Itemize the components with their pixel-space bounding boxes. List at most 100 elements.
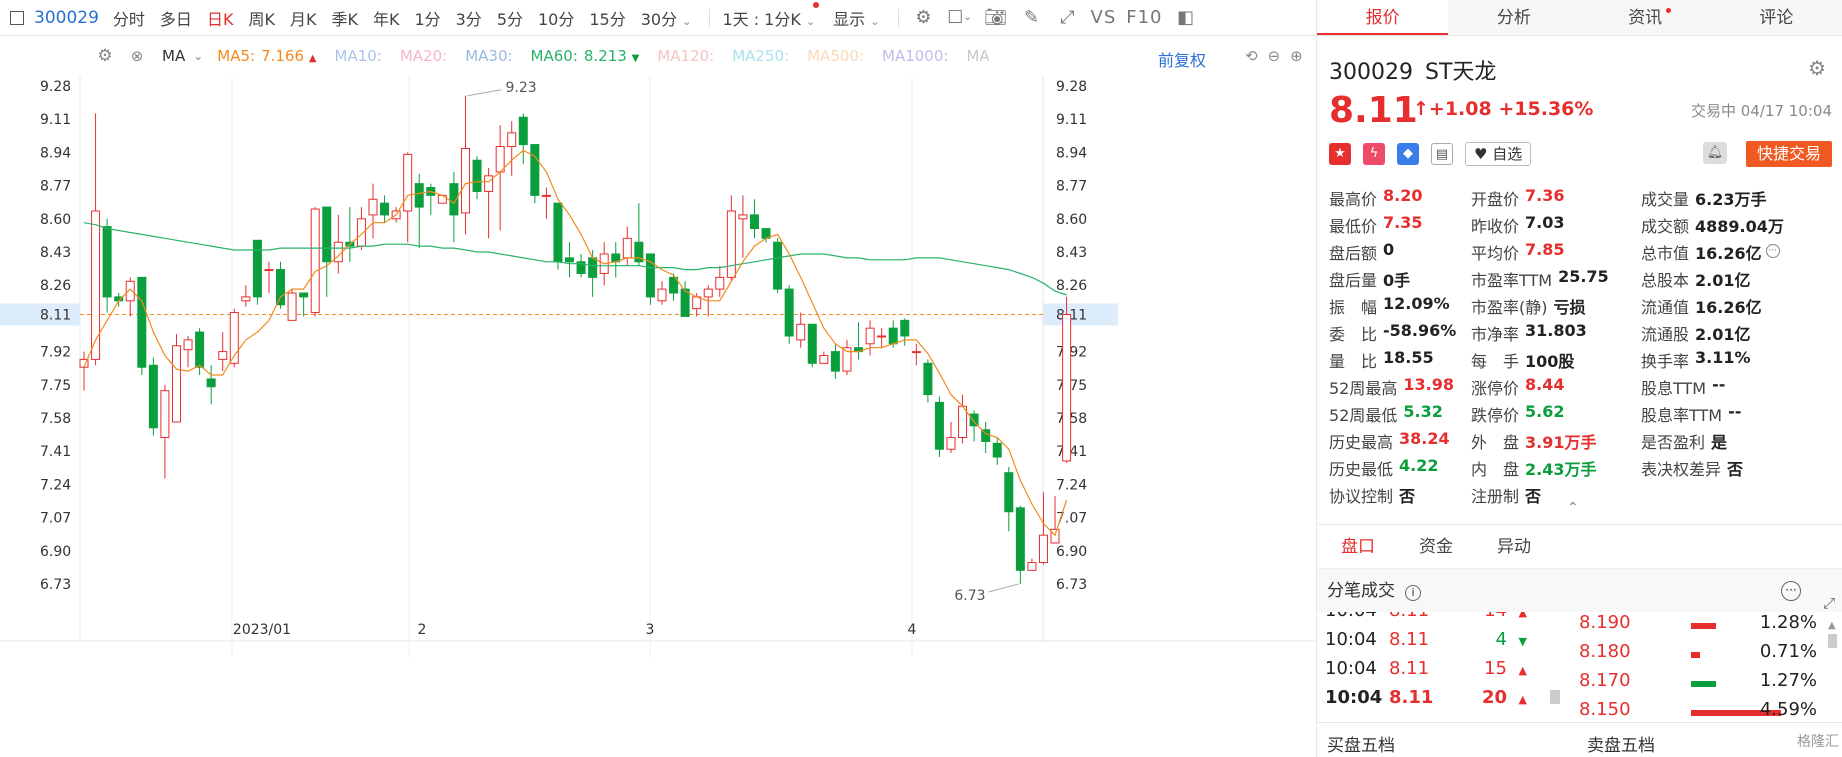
- y-tick-left: 9.11: [40, 112, 71, 128]
- display-dropdown[interactable]: 显示 ⌄: [833, 9, 880, 29]
- fullscreen-icon[interactable]: ⤢: [1060, 7, 1075, 28]
- ma-selector[interactable]: MA: [162, 47, 186, 65]
- stat-value: 2.01亿: [1695, 325, 1751, 344]
- stat-label: 历史最低: [1329, 460, 1394, 479]
- candle-body: [171, 345, 181, 423]
- camera-icon[interactable]: 📷︎: [984, 7, 1007, 28]
- y-tick-right: 8.43: [1056, 245, 1087, 261]
- news-dot: [1666, 8, 1672, 13]
- quote-row: 52周最低 5.32 跌停价 5.62 股息率TTM --: [1329, 402, 1835, 429]
- current-price-box-left: [0, 303, 80, 326]
- x-tick-label: 3: [646, 622, 655, 638]
- document-icon[interactable]: ▤: [1431, 143, 1453, 165]
- tab-unusual[interactable]: 异动: [1497, 537, 1531, 557]
- period-tab[interactable]: 1分: [414, 9, 441, 29]
- settings-gear-icon[interactable]: ⚙: [915, 7, 932, 28]
- period-tab[interactable]: 周K: [248, 9, 275, 29]
- quick-trade-button[interactable]: 快捷交易: [1746, 141, 1832, 167]
- draw-pen-icon[interactable]: ✎: [1023, 7, 1040, 28]
- price-depth-list[interactable]: 8.190 1.28% 8.180 0.71% 8.170 1.27% 8.150 4…: [1579, 612, 1842, 722]
- side-panel-icon[interactable]: ◧: [1177, 7, 1195, 28]
- tick-trades-list[interactable]: 10:04 8.11 14 ▲10:04 8.11 4 ▼ 10:04 8.11 …: [1317, 612, 1537, 722]
- up-arrow-icon: ▲: [1518, 612, 1527, 619]
- stat-value: 否: [1727, 460, 1744, 479]
- range-dropdown[interactable]: 1天 : 1分K ⌄: [722, 1, 820, 30]
- tab-news[interactable]: 资讯: [1580, 0, 1711, 35]
- candle-body: [91, 210, 101, 360]
- tab-analysis[interactable]: 分析: [1496, 8, 1531, 28]
- stat-value: 31.803: [1525, 321, 1587, 340]
- tick-scrollbar[interactable]: [1550, 612, 1560, 722]
- vs-compare-button[interactable]: VS: [1090, 7, 1117, 28]
- ma60-legend: MA60: 8.213 ▼: [530, 47, 640, 65]
- candle-body: [160, 390, 170, 439]
- period-tab[interactable]: 日K: [206, 9, 234, 29]
- stock-code: 300029: [1329, 60, 1413, 85]
- y-tick-right: 7.41: [1056, 444, 1087, 460]
- stat-label: 流通股: [1641, 325, 1690, 344]
- quote-stat: 开盘价 7.36: [1471, 186, 1641, 213]
- ma-settings-gear-icon[interactable]: ⚙: [97, 46, 113, 66]
- stat-label: 换手率: [1641, 352, 1690, 371]
- stat-value: 2.01亿: [1695, 271, 1751, 290]
- quote-stat: 市净率 31.803: [1471, 321, 1641, 348]
- alert-bell-icon[interactable]: 🔔︎: [1703, 142, 1727, 164]
- period-tab[interactable]: 季K: [331, 9, 358, 29]
- buy-levels-title[interactable]: 买盘五档: [1327, 736, 1395, 756]
- candle-body: [414, 183, 424, 208]
- info-icon[interactable]: i: [1405, 585, 1421, 601]
- candle-body: [125, 280, 135, 302]
- period-tab[interactable]: 3分: [455, 9, 482, 29]
- period-tab[interactable]: 年K: [372, 9, 400, 29]
- tab-quote[interactable]: 报价: [1317, 0, 1449, 35]
- more-icon[interactable]: ···: [1765, 244, 1780, 258]
- chevron-down-icon[interactable]: ⌄: [193, 49, 204, 63]
- china-flag-icon[interactable]: ★: [1329, 143, 1351, 165]
- period-tab[interactable]: 15分: [589, 9, 626, 29]
- candle-body: [530, 144, 540, 196]
- stat-value: 38.24: [1399, 429, 1450, 448]
- candle-body: [726, 210, 736, 278]
- stock-code-tab[interactable]: 300029: [34, 7, 99, 28]
- ma-close-icon[interactable]: ⊗: [130, 47, 144, 65]
- zoom-reset-icon: ⟲: [1245, 47, 1268, 65]
- y-tick-right: 7.75: [1056, 378, 1087, 394]
- candle-body: [380, 202, 390, 216]
- add-watchlist-button[interactable]: ♥ 自选: [1465, 142, 1532, 166]
- period-tab[interactable]: 多日: [159, 9, 192, 29]
- y-tick-right: 9.28: [1056, 79, 1087, 95]
- tab-comments[interactable]: 评论: [1759, 8, 1794, 28]
- candle-body: [1062, 313, 1072, 462]
- lightning-icon[interactable]: ϟ: [1363, 143, 1385, 165]
- forward-adjust-button[interactable]: 前复权: [1158, 51, 1207, 70]
- tab-order-book[interactable]: 盘口: [1341, 537, 1375, 557]
- frame-select-icon[interactable]: ☐ ⌄: [947, 7, 972, 28]
- period-tab[interactable]: 分时: [112, 9, 145, 29]
- y-tick-right: 6.90: [1056, 544, 1087, 560]
- candle-body: [588, 257, 598, 278]
- collapse-caret-icon[interactable]: ⌃: [1567, 500, 1579, 516]
- depth-scrollbar[interactable]: ▲: [1828, 612, 1838, 722]
- ma120-legend: MA120:: [657, 47, 715, 65]
- expand-icon[interactable]: ⤢: [1822, 594, 1835, 612]
- quote-stat: 量 比 18.55: [1329, 348, 1471, 375]
- candlestick-chart[interactable]: 9.28 9.28 9.11 9.11 8.94 8.94 8.77 8.77 8.60 8.60…: [0, 76, 1316, 757]
- period-tab[interactable]: 月K: [289, 9, 317, 29]
- quote-stat: 平均价 7.85: [1471, 240, 1641, 267]
- layout-toggle-icon[interactable]: [10, 10, 24, 25]
- tag-icon[interactable]: ◆: [1397, 143, 1419, 165]
- tab-funds[interactable]: 资金: [1419, 537, 1453, 557]
- zoom-out-icon: ⊖: [1267, 47, 1291, 65]
- period-tab[interactable]: 10分: [538, 9, 575, 29]
- candle-body: [1038, 534, 1048, 564]
- period-tab[interactable]: 5分: [496, 9, 523, 29]
- more-options-icon[interactable]: ···: [1781, 581, 1801, 601]
- period-30min-dropdown[interactable]: 30分 ⌄: [640, 9, 692, 29]
- chart-nav-icons[interactable]: ⟲⊖⊕: [1245, 47, 1313, 65]
- quote-stat: 每 手 100股: [1471, 348, 1641, 375]
- sell-levels-title[interactable]: 卖盘五档: [1587, 736, 1655, 756]
- candle-body: [79, 358, 89, 368]
- panel-settings-gear-icon[interactable]: ⚙: [1808, 56, 1826, 80]
- f10-button[interactable]: F10: [1126, 7, 1163, 28]
- candle-body: [622, 237, 632, 259]
